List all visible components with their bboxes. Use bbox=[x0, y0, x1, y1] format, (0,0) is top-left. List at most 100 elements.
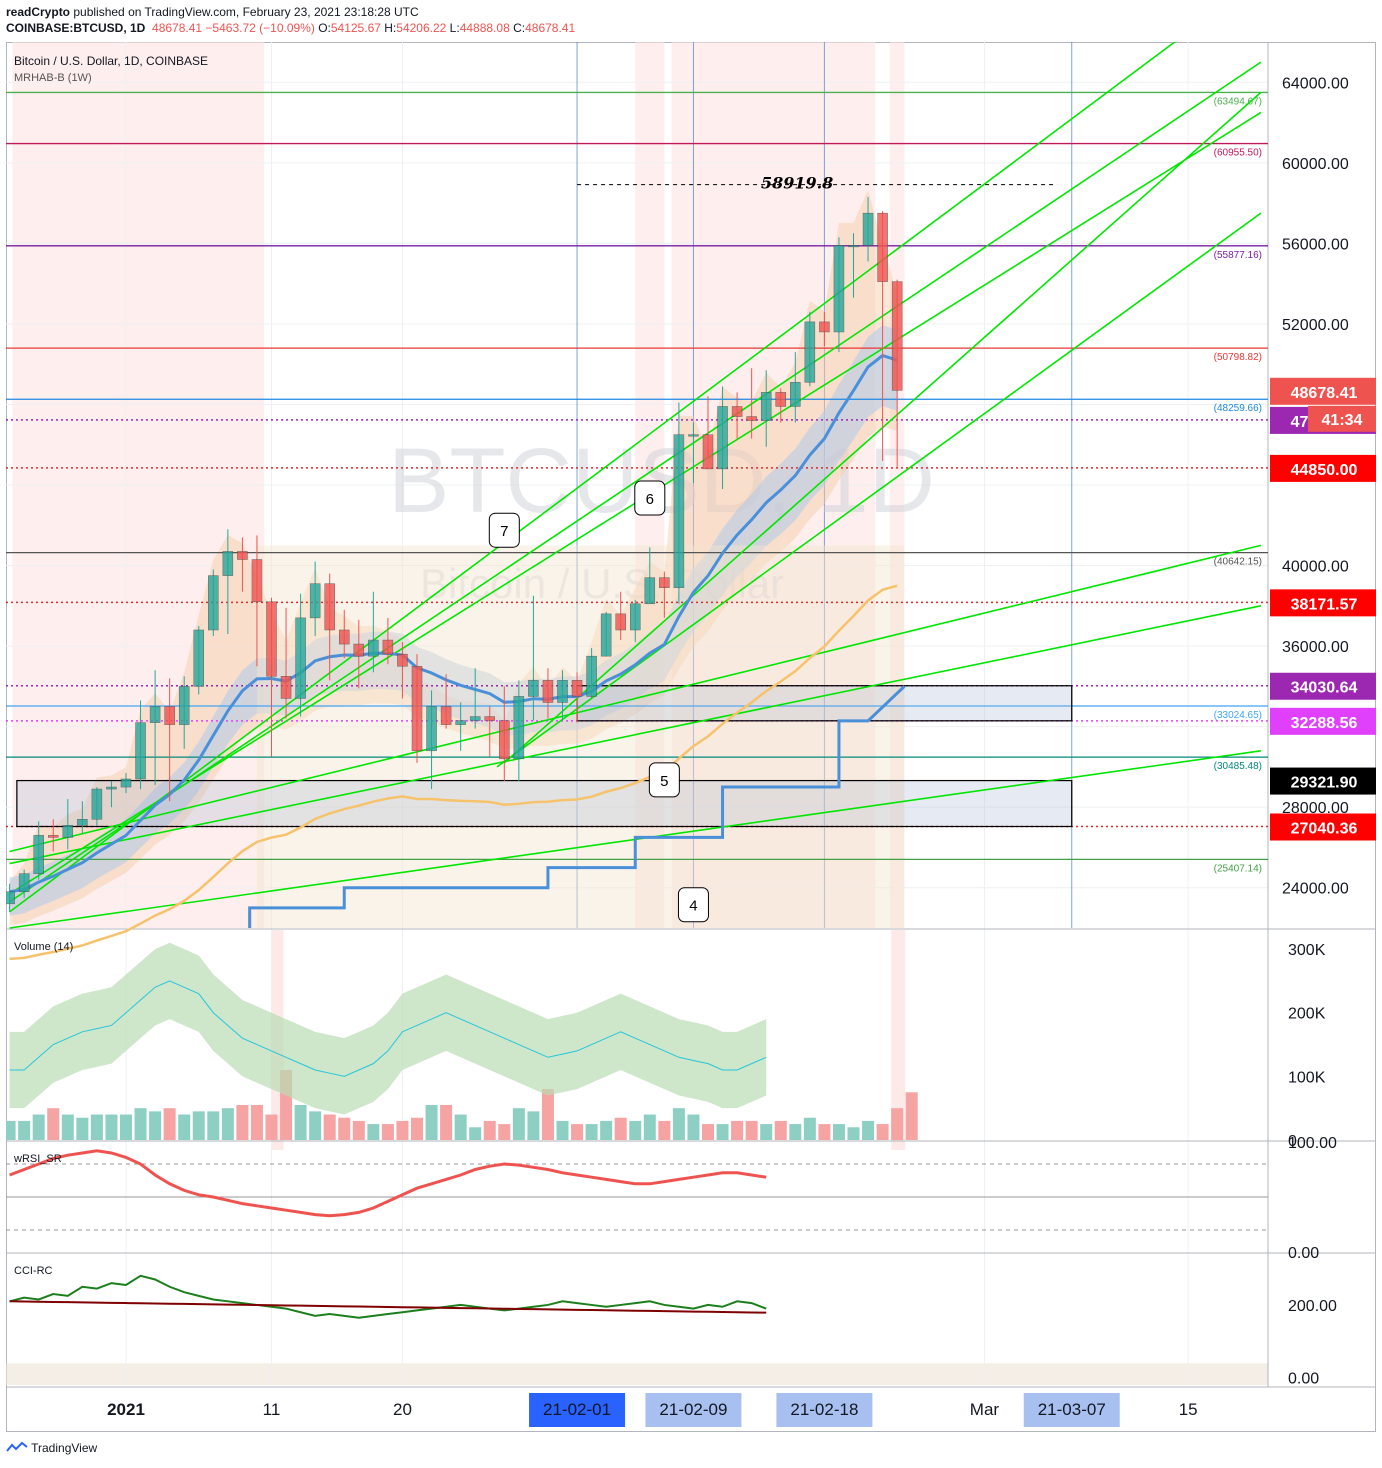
candle-body-51 bbox=[746, 416, 757, 421]
cci-line bbox=[9, 1274, 767, 1319]
beige-cloud bbox=[256, 545, 905, 928]
candle-body-23 bbox=[339, 629, 350, 645]
tradingview-logo-icon bbox=[6, 1441, 28, 1452]
volume-bar-3 bbox=[47, 1108, 60, 1140]
volume-bar-59 bbox=[862, 1120, 875, 1140]
volume-bar-62 bbox=[905, 1092, 918, 1140]
volume-bar-18 bbox=[265, 1114, 278, 1140]
candle-body-14 bbox=[208, 575, 219, 631]
candle-body-42 bbox=[615, 613, 626, 631]
candle-body-55 bbox=[804, 321, 816, 383]
volume-bar-58 bbox=[847, 1127, 860, 1140]
volume-bar-56 bbox=[818, 1124, 831, 1140]
volume-bar-22 bbox=[323, 1114, 336, 1140]
peak-label: 58919.8 bbox=[761, 174, 833, 193]
volume-bar-10 bbox=[149, 1111, 162, 1140]
price-tick-0: 24000.00 bbox=[1282, 881, 1349, 898]
callout-box-2 bbox=[648, 762, 680, 798]
symbol-line: COINBASE:BTCUSD, 1D bbox=[6, 21, 146, 35]
candle-body-36 bbox=[528, 680, 539, 697]
candle-body-59 bbox=[862, 212, 874, 246]
cci-tick-1: 200.00 bbox=[1288, 1298, 1337, 1315]
blue-cloud bbox=[9, 325, 898, 916]
candle-body-11 bbox=[164, 706, 175, 725]
candle-body-29 bbox=[426, 706, 437, 752]
cci-tick-0: 0.00 bbox=[1288, 1371, 1319, 1388]
author[interactable]: readCrypto bbox=[6, 5, 71, 19]
candle-body-40 bbox=[586, 655, 597, 697]
date-tag-3: 21-03-07 bbox=[1038, 1400, 1106, 1419]
price-tag-5: 32288.56 bbox=[1291, 715, 1358, 732]
candle-body-56 bbox=[819, 321, 830, 333]
trend-line-6 bbox=[9, 605, 1262, 865]
volume-bar-11 bbox=[163, 1108, 176, 1140]
volume-bar-45 bbox=[658, 1120, 671, 1140]
price-tag-bg-7 bbox=[1270, 813, 1376, 841]
candle-body-49 bbox=[717, 406, 728, 470]
price-tick-10: 64000.00 bbox=[1282, 75, 1349, 92]
candle-body-7 bbox=[106, 786, 117, 790]
time-axis[interactable]: 2021 11 20 Mar 15 21-02-01 21-02-09 21-02-18 21-… bbox=[107, 1393, 1198, 1427]
price-axis[interactable]: 24000.00 28000.00 36000.00 40000.00 52000.00… bbox=[1270, 75, 1376, 898]
callout-box-0 bbox=[488, 512, 520, 548]
publish-info: published on TradingView.com, February 2… bbox=[73, 5, 419, 19]
candle-body-53 bbox=[775, 392, 786, 407]
volume-pane-title: Volume (14) bbox=[14, 941, 73, 953]
date-tag-2: 21-02-18 bbox=[790, 1400, 858, 1419]
volume-bar-14 bbox=[207, 1111, 220, 1140]
footer-brand[interactable]: TradingView bbox=[31, 1441, 98, 1455]
volume-bar-32 bbox=[469, 1127, 482, 1140]
time-tick-1: 11 bbox=[263, 1400, 281, 1419]
date-tag-bg-1 bbox=[645, 1393, 742, 1427]
volume-bar-37 bbox=[541, 1089, 554, 1140]
candle-body-46 bbox=[673, 434, 685, 588]
low-label: L: bbox=[449, 21, 460, 35]
candle-body-32 bbox=[469, 716, 481, 721]
price-tag-bg-4 bbox=[1270, 672, 1376, 700]
chart-header: readCrypto published on TradingView.com,… bbox=[6, 4, 1376, 40]
candle-body-52 bbox=[760, 392, 772, 421]
close-label: C: bbox=[513, 21, 526, 35]
volume-bar-42 bbox=[614, 1117, 627, 1140]
candle-body-43 bbox=[630, 603, 641, 631]
volume-bar-40 bbox=[585, 1124, 598, 1140]
candle-body-20 bbox=[295, 617, 306, 699]
candle-body-35 bbox=[513, 696, 525, 760]
candle-body-58 bbox=[848, 245, 859, 248]
wrsi-pane-title: wRSI_SR bbox=[13, 1153, 62, 1165]
candle-body-41 bbox=[600, 613, 612, 657]
volume-highlight-band bbox=[891, 930, 906, 1150]
time-tick-4: 15 bbox=[1179, 1400, 1198, 1419]
volume-bar-39 bbox=[571, 1124, 584, 1140]
volume-bar-54 bbox=[789, 1124, 802, 1140]
time-tick-3: Mar bbox=[970, 1400, 1000, 1419]
price-tick-4: 40000.00 bbox=[1282, 559, 1349, 576]
level-label-6: (33024.65) bbox=[1214, 710, 1262, 721]
ohlc-line: COINBASE:BTCUSD, 1D 48678.41 −5463.72 (−… bbox=[6, 20, 1376, 36]
candles bbox=[6, 197, 903, 912]
candle-body-19 bbox=[280, 676, 292, 699]
chart-canvas[interactable]: BTCUSD, 1D Bitcoin / U.S. Dollar (63494.… bbox=[6, 42, 1376, 1432]
cci-signal-line bbox=[9, 1300, 767, 1314]
rsi-line bbox=[9, 1149, 767, 1218]
candle-body-16 bbox=[237, 551, 248, 560]
level-label-8: (25407.14) bbox=[1214, 863, 1262, 874]
footer: TradingView bbox=[6, 1440, 97, 1456]
price-tag-6: 29321.90 bbox=[1291, 775, 1358, 792]
level-label-7: (30485.48) bbox=[1214, 761, 1262, 772]
open-value: 54125.67 bbox=[330, 21, 381, 35]
candle-body-50 bbox=[731, 406, 743, 417]
volume-bar-13 bbox=[192, 1111, 205, 1140]
callout-box-1 bbox=[634, 480, 666, 516]
price-tag-4: 34030.64 bbox=[1291, 680, 1358, 697]
volume-bar-48 bbox=[702, 1124, 714, 1140]
blue-ma-line bbox=[9, 353, 898, 894]
level-label-3: (50798.82) bbox=[1214, 352, 1262, 363]
volume-bar-31 bbox=[454, 1114, 467, 1140]
candle-body-9 bbox=[135, 722, 146, 780]
callout-box-3 bbox=[677, 887, 709, 923]
volume-bar-53 bbox=[774, 1120, 787, 1140]
volume-bar-60 bbox=[876, 1124, 889, 1140]
trend-line-3 bbox=[496, 212, 1262, 768]
price-tick-9: 60000.00 bbox=[1282, 156, 1349, 173]
